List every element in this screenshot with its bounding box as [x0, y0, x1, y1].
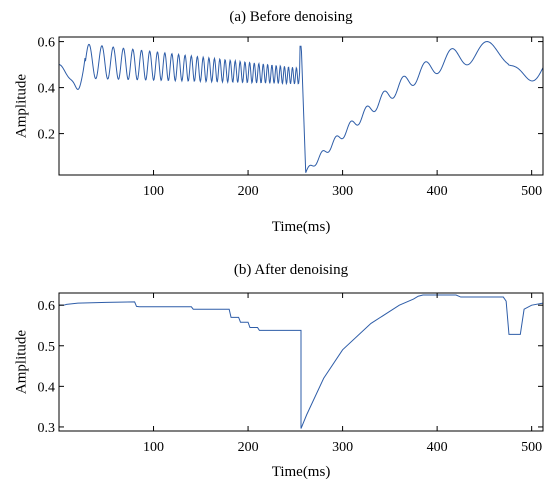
- plot-area-b: 100 200 300 400 500 0.3 0.4 0.5 0.6: [38, 292, 544, 455]
- x-tick-label: 500: [521, 440, 542, 455]
- x-axis-label-a: Time(ms): [272, 219, 331, 235]
- chart-before-denoising: (a) Before denoising 100 200 300 400 500 0.2 0…: [13, 9, 544, 235]
- x-tick-label: 100: [143, 440, 164, 455]
- y-tick-label: 0.2: [38, 128, 56, 143]
- x-axis-label-b: Time(ms): [272, 464, 331, 480]
- x-tick-label: 200: [238, 184, 259, 199]
- chart-title-a: (a) Before denoising: [229, 9, 353, 25]
- plot-area-a: 100 200 300 400 500 0.2 0.4 0.6: [38, 36, 544, 199]
- y-tick-label: 0.4: [38, 380, 56, 395]
- x-tick-label: 400: [427, 440, 448, 455]
- y-tick-label: 0.4: [38, 82, 56, 97]
- y-axis-label-b: Amplitude: [13, 330, 29, 395]
- y-tick-label: 0.6: [38, 299, 56, 314]
- axes-frame-a: [58, 36, 544, 176]
- y-tick-label: 0.6: [38, 36, 56, 51]
- chart-title-b: (b) After denoising: [234, 262, 349, 278]
- y-tick-label: 0.5: [38, 340, 56, 355]
- y-axis-label-a: Amplitude: [13, 74, 29, 139]
- x-tick-label: 400: [427, 184, 448, 199]
- x-tick-label: 300: [332, 184, 353, 199]
- x-tick-label: 300: [332, 440, 353, 455]
- series-line-a: [59, 41, 543, 173]
- x-tick-label: 500: [521, 184, 542, 199]
- chart-after-denoising: (b) After denoising 100 200 300 400 500 0.3 0.…: [13, 262, 544, 480]
- x-tick-label: 200: [238, 440, 259, 455]
- x-tick-label: 100: [143, 184, 164, 199]
- y-tick-label: 0.3: [38, 421, 56, 436]
- axes-frame-b: [58, 292, 544, 432]
- series-line-b: [59, 294, 543, 429]
